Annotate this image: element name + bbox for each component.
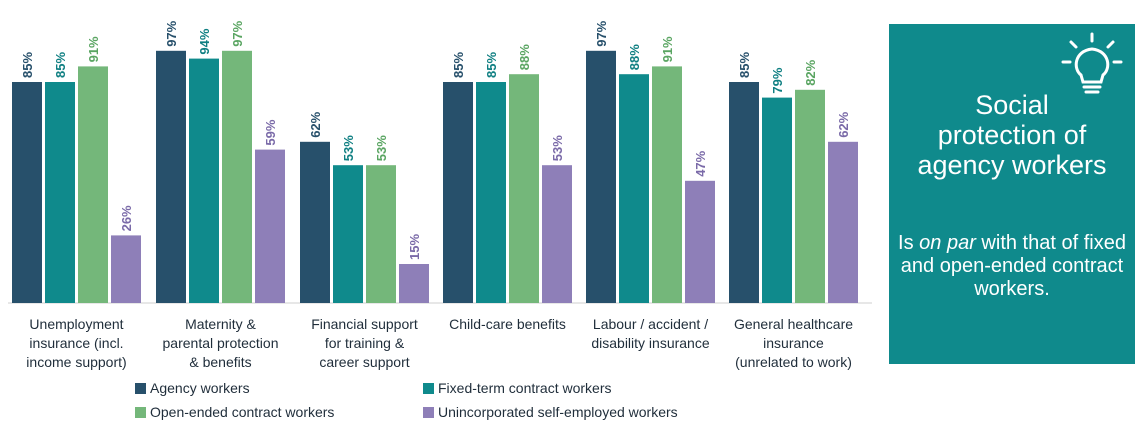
category-label: insurance xyxy=(763,335,824,351)
data-label: 85% xyxy=(484,52,499,78)
data-label: 97% xyxy=(594,20,609,46)
bar xyxy=(685,180,715,303)
data-label: 85% xyxy=(53,52,68,78)
data-label: 85% xyxy=(20,52,35,78)
legend-swatch xyxy=(135,406,146,418)
bar xyxy=(762,97,792,303)
data-label: 85% xyxy=(737,52,752,78)
panel-body-emphasis: on par xyxy=(919,232,976,254)
data-label: 82% xyxy=(803,59,818,85)
data-label: 91% xyxy=(86,36,101,62)
data-label: 97% xyxy=(164,20,179,46)
data-label: 53% xyxy=(550,135,565,161)
data-label: 26% xyxy=(119,205,134,231)
category-label: disability insurance xyxy=(591,335,709,351)
legend-swatch xyxy=(423,382,434,394)
bar xyxy=(111,235,141,303)
bar xyxy=(222,50,252,303)
bar xyxy=(795,89,825,303)
data-label: 79% xyxy=(770,67,785,93)
data-label: 15% xyxy=(407,234,422,260)
panel-title: Social protection of agency workers xyxy=(917,90,1107,180)
data-label: 62% xyxy=(308,111,323,137)
lightbulb-icon xyxy=(1061,32,1123,94)
legend-label: Agency workers xyxy=(150,380,250,396)
category-label: (unrelated to work) xyxy=(735,354,852,370)
legend-item-open-ended: Open-ended contract workers xyxy=(135,404,334,420)
category-label: insurance (incl. xyxy=(29,335,123,351)
legend-item-agency: Agency workers xyxy=(135,380,250,396)
category-label: & benefits xyxy=(189,354,251,370)
legend-swatch xyxy=(423,406,434,418)
bar xyxy=(12,82,42,303)
panel-body-suffix: with that of fixed and open-ended contra… xyxy=(900,232,1126,300)
bar xyxy=(255,149,285,303)
bar-chart: 85% 85% 91% 26% 97% 94% 97% 59% 62% 53% 53% 15% 85% 8… xyxy=(8,20,872,370)
bar xyxy=(586,50,616,303)
category-label: career support xyxy=(319,354,409,370)
bar xyxy=(828,141,858,303)
data-label: 85% xyxy=(451,52,466,78)
panel-body: Is on par with that of fixed and open-en… xyxy=(889,232,1135,301)
bar xyxy=(300,141,330,303)
bar xyxy=(156,50,186,303)
bar xyxy=(333,165,363,303)
legend-label: Open-ended contract workers xyxy=(150,404,335,420)
legend: Agency workers Fixed-term contract worke… xyxy=(135,380,755,424)
bar xyxy=(652,66,682,304)
legend-label: Fixed-term contract workers xyxy=(438,380,612,396)
category-labels-layer: Unemployment insurance (incl. income suppo… xyxy=(26,316,853,370)
category-label: Financial support xyxy=(311,316,418,332)
bar xyxy=(45,82,75,303)
data-label: 47% xyxy=(693,150,708,176)
data-label: 94% xyxy=(197,28,212,54)
data-label: 53% xyxy=(341,135,356,161)
category-label: for training & xyxy=(325,335,405,351)
data-label: 91% xyxy=(660,36,675,62)
data-label: 88% xyxy=(627,44,642,70)
bars-layer xyxy=(12,50,858,304)
bar xyxy=(542,165,572,303)
data-label: 88% xyxy=(517,44,532,70)
bar xyxy=(189,58,219,303)
category-label: Maternity & xyxy=(185,316,256,332)
value-labels-layer: 85% 85% 91% 26% 97% 94% 97% 59% 62% 53% 53% 15% 85% 8… xyxy=(20,20,851,260)
data-label: 53% xyxy=(374,135,389,161)
info-panel: Social protection of agency workers Is o… xyxy=(889,24,1135,364)
bar xyxy=(476,82,506,303)
bar xyxy=(366,165,396,303)
legend-label: Unincorporated self-employed workers xyxy=(438,404,678,420)
bar xyxy=(619,74,649,303)
bar xyxy=(443,82,473,303)
category-label: Unemployment xyxy=(29,316,123,332)
bar xyxy=(399,264,429,303)
data-label: 97% xyxy=(230,20,245,46)
category-label: parental protection xyxy=(163,335,279,351)
category-label: income support) xyxy=(26,354,126,370)
legend-swatch xyxy=(135,382,146,394)
category-label: General healthcare xyxy=(734,316,853,332)
panel-body-prefix: Is xyxy=(898,232,920,254)
category-label: Labour / accident / xyxy=(593,316,708,332)
data-label: 59% xyxy=(263,119,278,145)
data-label: 62% xyxy=(836,111,851,137)
legend-item-self-employed: Unincorporated self-employed workers xyxy=(423,404,678,420)
category-label: Child-care benefits xyxy=(449,316,566,332)
bar xyxy=(509,74,539,303)
bar xyxy=(78,66,108,304)
bar xyxy=(729,82,759,303)
legend-item-fixed-term: Fixed-term contract workers xyxy=(423,380,611,396)
